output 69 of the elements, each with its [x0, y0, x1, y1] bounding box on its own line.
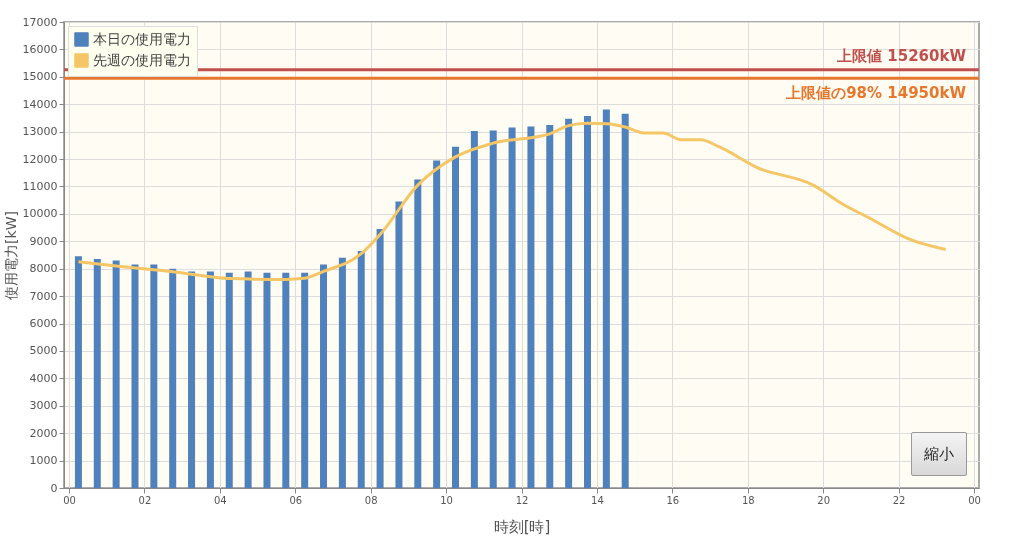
- ref-line-label: 上限値の98% 14950kW: [785, 84, 967, 103]
- zoom-out-button[interactable]: 縮小: [911, 432, 967, 476]
- y-tick-label: 14000: [22, 97, 58, 111]
- y-tick-label: 2000: [29, 426, 58, 440]
- y-tick-label: 1000: [29, 454, 58, 468]
- x-tick-label: 08: [364, 494, 378, 506]
- x-axis-title: 時刻[時]: [493, 517, 551, 536]
- bar: [583, 116, 591, 488]
- y-tick-label: 6000: [29, 317, 58, 331]
- y-tick-label: 4000: [29, 371, 58, 385]
- x-tick-label: 20: [817, 494, 831, 506]
- y-tick-label: 5000: [29, 344, 58, 358]
- bar: [546, 125, 554, 488]
- bar: [225, 272, 233, 488]
- x-tick-label: 04: [213, 494, 227, 506]
- y-tick-label: 3000: [29, 399, 58, 413]
- bar: [188, 271, 196, 488]
- x-tick-label: 00: [968, 494, 981, 506]
- bar: [206, 271, 214, 488]
- x-tick-label: 22: [892, 494, 906, 506]
- bar: [320, 264, 328, 488]
- line-series: [76, 121, 948, 281]
- x-tick-label: 10: [440, 494, 453, 506]
- x-tick-label: 18: [741, 494, 755, 506]
- bar: [112, 260, 120, 488]
- bar: [338, 257, 346, 488]
- bar: [74, 256, 82, 488]
- bar: [301, 272, 309, 488]
- bar: [376, 228, 384, 488]
- bar: [527, 126, 535, 488]
- y-axis-title: 使用電力[kW]: [2, 211, 19, 300]
- x-tick-label: 16: [666, 494, 680, 506]
- y-tick-label: 0: [50, 481, 58, 495]
- y-tick-label: 15000: [22, 70, 58, 84]
- y-tick-label: 11000: [22, 179, 58, 193]
- bar: [150, 264, 158, 488]
- y-tick-label: 12000: [22, 152, 58, 166]
- x-tick-label: 12: [515, 494, 529, 506]
- bar: [452, 146, 460, 488]
- bar: [169, 268, 177, 488]
- x-tick-label: 00: [63, 494, 76, 506]
- bar: [395, 201, 403, 488]
- y-tick-label: 17000: [22, 15, 58, 29]
- y-tick-label: 10000: [22, 207, 58, 221]
- y-tick-label: 9000: [29, 234, 58, 248]
- bar: [414, 179, 422, 488]
- bar: [263, 272, 271, 488]
- bar: [244, 271, 252, 488]
- x-tick-label: 14: [591, 494, 604, 506]
- y-tick-label: 7000: [29, 289, 58, 303]
- bar: [621, 113, 629, 488]
- bar: [565, 118, 573, 488]
- y-tick-label: 8000: [29, 262, 58, 276]
- x-tick-label: 02: [138, 494, 152, 506]
- ref-line-label: 上限値 15260kW: [836, 46, 967, 65]
- bar: [433, 160, 441, 488]
- bar: [131, 264, 139, 488]
- bar: [508, 127, 516, 488]
- legend-label: 先週の使用電力: [93, 51, 191, 68]
- bar: [602, 109, 610, 488]
- bar: [357, 250, 365, 488]
- bar: [489, 130, 497, 488]
- y-tick-label: 16000: [22, 42, 58, 56]
- bar: [470, 131, 478, 488]
- bar: [93, 259, 101, 488]
- bar: [282, 272, 290, 488]
- x-tick-label: 06: [289, 494, 303, 506]
- y-tick-label: 13000: [22, 125, 58, 139]
- legend-label: 本日の使用電力: [93, 30, 191, 47]
